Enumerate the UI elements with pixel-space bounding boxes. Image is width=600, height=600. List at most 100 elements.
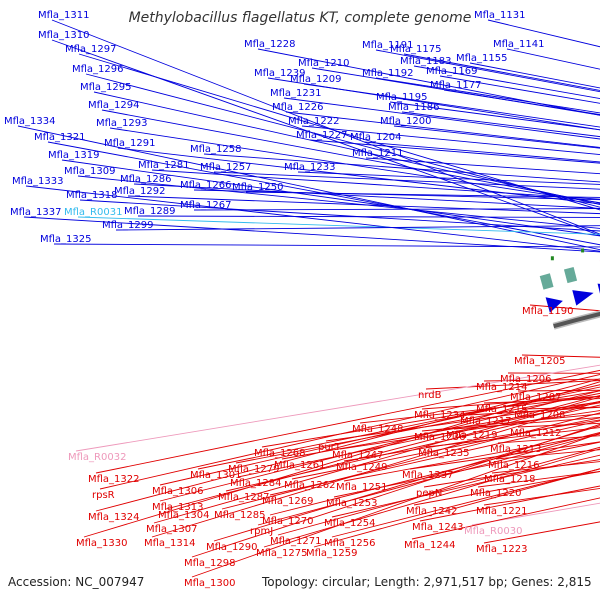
leader-line (165, 394, 600, 510)
gene-label-mfla_1231: Mfla_1231 (270, 88, 322, 99)
gene-label-mfla_1186: Mfla_1186 (388, 102, 440, 113)
leader-line (75, 364, 600, 452)
leader-line (159, 390, 600, 502)
gene-label-mfla_1310: Mfla_1310 (38, 30, 90, 41)
leader-line (269, 420, 600, 496)
leader-line (285, 111, 600, 148)
gene-label-mfla_1233: Mfla_1233 (284, 162, 336, 173)
gene-label-nrdb: nrdB (418, 390, 442, 401)
leader-line (95, 378, 600, 512)
gene-label-mfla_1207: Mfla_1207 (510, 392, 562, 403)
gene-label-mfla_1304: Mfla_1304 (158, 510, 210, 521)
gene-label-mfla_1183: Mfla_1183 (400, 56, 452, 67)
leader-line (115, 225, 600, 231)
gene-label-mfla_1334: Mfla_1334 (4, 116, 56, 127)
leader-line (261, 390, 600, 448)
leader-line (245, 191, 600, 198)
leader-line (343, 419, 600, 462)
gene-label-mfla_1300: Mfla_1300 (184, 578, 236, 589)
leader-line (197, 386, 600, 470)
leader-line (365, 157, 600, 175)
gene-label-mfla_1244: Mfla_1244 (404, 540, 456, 551)
gene-label-mfla_1155: Mfla_1155 (456, 53, 508, 64)
gene-label-mfla_1204: Mfla_1204 (350, 132, 402, 143)
leader-line (99, 374, 600, 490)
leader-line (137, 215, 600, 218)
gene-label-mfla_1268: Mfla_1268 (254, 448, 306, 459)
gene-label-mfla_1248: Mfla_1248 (352, 424, 404, 435)
gene-label-mfla_r0030: Mfla_R0030 (464, 526, 522, 537)
gene-label-mfla_1269: Mfla_1269 (262, 496, 314, 507)
leader-line (78, 53, 600, 211)
leader-line (151, 169, 600, 200)
gene-label-mfla_1228: Mfla_1228 (244, 39, 296, 50)
leader-line (291, 417, 600, 480)
gene-label-mfla_1291: Mfla_1291 (104, 138, 156, 149)
leader-line (127, 195, 600, 215)
gene-label-mfla_1210: Mfla_1210 (298, 58, 350, 69)
leader-line (269, 432, 600, 516)
gene-label-mfla_1243: Mfla_1243 (412, 522, 464, 533)
gene-label-mfla_1294: Mfla_1294 (88, 100, 140, 111)
gene-label-mfla_1213: Mfla_1213 (490, 444, 542, 455)
gene-label-mfla_1309: Mfla_1309 (64, 166, 116, 177)
gene-label-mfla_1337: Mfla_1337 (10, 207, 62, 218)
leader-lines (17, 19, 600, 578)
leader-line (333, 441, 600, 498)
gene-label-mfla_1200: Mfla_1200 (380, 116, 432, 127)
leader-line (51, 19, 600, 235)
gene-label-mfla_1299: Mfla_1299 (102, 220, 154, 231)
gene-label-mfla_1330: Mfla_1330 (76, 538, 128, 549)
gene-label-mfla_1262: Mfla_1262 (284, 480, 336, 491)
gene-label-mfla_1211: Mfla_1211 (352, 148, 404, 159)
gene-label-mfla_1259: Mfla_1259 (306, 548, 358, 559)
gene-label-mfla_1205: Mfla_1205 (514, 356, 566, 367)
leader-line (191, 432, 600, 578)
gene-label-mfla_1206: Mfla_1206 (500, 374, 552, 385)
leader-line (83, 381, 600, 538)
leader-line (423, 459, 600, 488)
gene-label-mfla_1267: Mfla_1267 (180, 200, 232, 211)
leader-line (257, 433, 600, 526)
gene-label-mfla_1301: Mfla_1301 (190, 470, 242, 481)
gene-label-mfla_1290: Mfla_1290 (206, 542, 258, 553)
leader-line (153, 396, 600, 524)
leader-line (117, 147, 600, 205)
leader-line (283, 97, 600, 140)
gene-label-mfla_r0032: Mfla_R0032 (68, 452, 126, 463)
gene-label-mfla_1314: Mfla_1314 (144, 538, 196, 549)
leader-line (375, 77, 600, 114)
gene-label-mfla_1215: Mfla_1215 (476, 404, 528, 415)
leader-line (363, 141, 600, 163)
gene-arrow-plus (545, 297, 563, 313)
gene-label-mfla_1318: Mfla_1318 (66, 190, 118, 201)
leader-line (297, 171, 600, 185)
gene-label-mfla_1219: Mfla_1219 (446, 430, 498, 441)
gene-label-mfla_1281: Mfla_1281 (138, 160, 190, 171)
gene-label-mfla_1249: Mfla_1249 (336, 462, 388, 473)
leader-line (375, 49, 600, 93)
leader-line (61, 159, 600, 237)
leader-line (393, 125, 600, 149)
gene-label-mfla_1227: Mfla_1227 (296, 130, 348, 141)
leader-line (277, 446, 600, 536)
gene-label-mfla_1270: Mfla_1270 (262, 516, 314, 527)
gene-label-mfla_1223: Mfla_1223 (476, 544, 528, 555)
gene-label-mfla_1286: Mfla_1286 (120, 174, 172, 185)
gene-label-mfla_1289: Mfla_1289 (124, 206, 176, 217)
leader-line (313, 468, 600, 548)
gene-label-mfla_1218: Mfla_1218 (484, 474, 536, 485)
leader-line (425, 380, 600, 390)
gene-label-mfla_1222: Mfla_1222 (288, 116, 340, 127)
gene-label-mfla_1266: Mfla_1266 (180, 180, 232, 191)
gene-label-mfla_1214: Mfla_1214 (476, 382, 528, 393)
gene-label-mfla_1253: Mfla_1253 (326, 498, 378, 509)
leader-line (331, 454, 600, 518)
leader-line (79, 199, 600, 232)
gene-label-mfla_1297: Mfla_1297 (65, 44, 117, 55)
leader-line (263, 448, 600, 548)
gene-labels: Mfla_1311 Mfla_1310 Mfla_1297 Mfla_1296 Mfla… (4, 10, 574, 589)
gene-label-mfla_1271: Mfla_1271 (270, 536, 322, 547)
gene-label-mfla_1279: Mfla_1279 (228, 464, 280, 475)
leader-line (409, 441, 600, 470)
